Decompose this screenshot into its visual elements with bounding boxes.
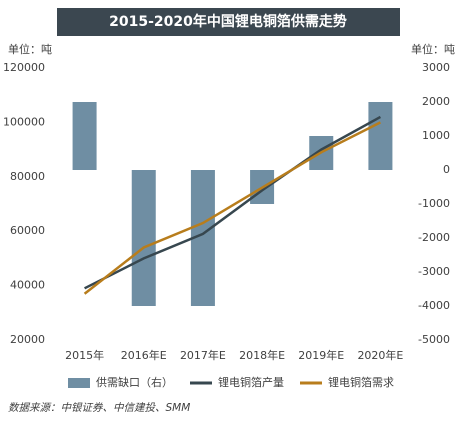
x-tick-label: 2015年 [65,348,104,362]
x-tick-label: 2016年E [121,348,167,362]
x-tick-label: 2020年E [357,348,403,362]
bar [368,102,393,170]
y-tick-label: 120000 [3,61,45,74]
y2-tick-label: 0 [443,163,450,176]
y-tick-label: 80000 [10,170,45,183]
y2-tick-label: 1000 [422,129,450,142]
y2-tick-label: 2000 [422,95,450,108]
x-tick-label: 2019年E [298,348,344,362]
legend-label: 供需缺口（右） [96,375,173,389]
bar [72,102,97,170]
x-tick-label: 2018年E [239,348,285,362]
legend-label: 锂电铜箔产量 [218,375,284,389]
y-tick-label: 60000 [10,224,45,237]
y-tick-label: 20000 [10,333,45,346]
bar [131,170,156,306]
x-tick-label: 2017年E [180,348,226,362]
legend-label: 锂电铜箔需求 [328,375,394,389]
y2-tick-label: 3000 [422,61,450,74]
source-note: 数据来源：中银证券、中信建投、SMM [8,402,190,414]
y-axis-label: 单位：吨 [8,42,52,56]
y-tick-label: 100000 [3,115,45,128]
chart-title: 2015-2020年中国锂电铜箔供需走势 [109,13,347,30]
y-tick-label: 40000 [10,279,45,292]
y2-tick-label: -1000 [418,197,450,210]
y2-tick-label: -4000 [418,299,450,312]
y2-axis-label: 单位：吨 [411,42,455,56]
legend-swatch [68,378,90,388]
y2-tick-label: -2000 [418,231,450,244]
line [83,121,381,295]
line [84,115,382,290]
y2-tick-label: -3000 [418,265,450,278]
y2-tick-label: -5000 [418,333,450,346]
title-bar [57,8,400,36]
